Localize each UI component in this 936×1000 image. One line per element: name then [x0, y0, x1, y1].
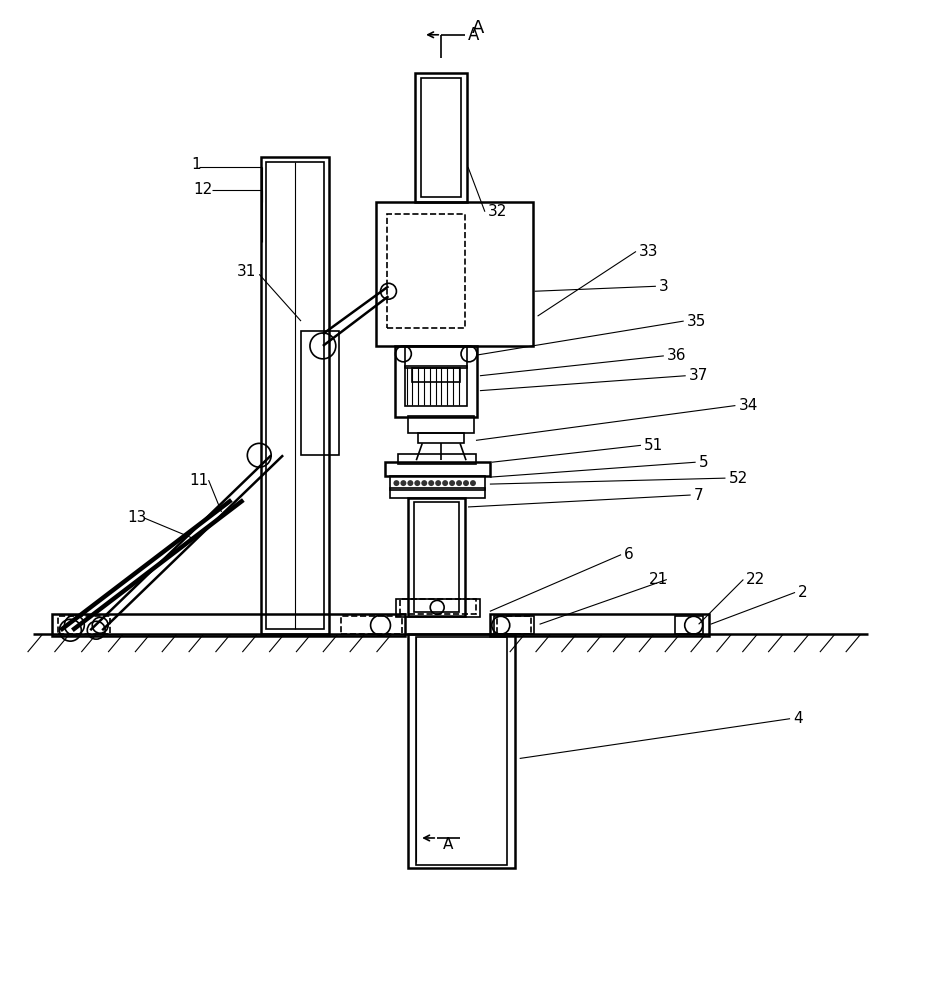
Text: 34: 34: [739, 398, 758, 413]
Bar: [395, 346, 477, 417]
Text: 6: 6: [624, 547, 634, 562]
Bar: [375, 202, 533, 346]
Bar: [386, 462, 490, 476]
Text: 37: 37: [689, 368, 708, 383]
Text: 1: 1: [192, 157, 201, 172]
Text: 11: 11: [190, 473, 209, 488]
Bar: [408, 498, 465, 616]
Text: 35: 35: [687, 314, 706, 329]
Bar: [497, 616, 531, 634]
Circle shape: [463, 480, 469, 486]
Text: 4: 4: [793, 711, 803, 726]
Bar: [58, 616, 110, 634]
Bar: [417, 637, 506, 865]
Bar: [416, 73, 467, 202]
Text: 21: 21: [649, 572, 668, 587]
Text: 2: 2: [798, 585, 808, 600]
Bar: [388, 214, 465, 328]
Circle shape: [449, 480, 455, 486]
Circle shape: [407, 480, 414, 486]
Circle shape: [470, 480, 475, 486]
Circle shape: [435, 480, 441, 486]
Circle shape: [401, 480, 406, 486]
Text: 12: 12: [194, 182, 212, 197]
Bar: [413, 368, 461, 382]
Bar: [390, 488, 485, 498]
Bar: [390, 476, 485, 490]
Bar: [401, 599, 475, 614]
Text: 22: 22: [746, 572, 766, 587]
Text: A: A: [468, 26, 479, 44]
Circle shape: [442, 480, 448, 486]
Text: 5: 5: [698, 455, 709, 470]
Bar: [52, 614, 405, 636]
Bar: [408, 634, 515, 868]
Circle shape: [393, 480, 400, 486]
Bar: [490, 614, 709, 636]
Circle shape: [429, 480, 434, 486]
Circle shape: [456, 480, 462, 486]
Bar: [415, 502, 459, 612]
Circle shape: [415, 480, 420, 486]
Bar: [408, 416, 474, 433]
Text: 51: 51: [644, 438, 664, 453]
Bar: [399, 454, 475, 464]
Bar: [421, 78, 461, 197]
Text: 36: 36: [666, 348, 686, 363]
Text: 7: 7: [694, 488, 703, 503]
Text: 33: 33: [639, 244, 659, 259]
Text: 52: 52: [728, 471, 748, 486]
Bar: [405, 366, 467, 406]
Text: 3: 3: [659, 279, 668, 294]
Circle shape: [421, 480, 427, 486]
Text: 31: 31: [237, 264, 256, 279]
Bar: [261, 157, 329, 634]
Bar: [397, 599, 480, 617]
Bar: [494, 616, 534, 634]
Text: A: A: [443, 837, 453, 852]
Bar: [341, 616, 402, 634]
Bar: [405, 346, 467, 368]
Bar: [675, 616, 703, 634]
Text: 13: 13: [127, 510, 146, 525]
Text: A: A: [472, 19, 484, 37]
Text: 32: 32: [488, 204, 507, 219]
Bar: [418, 433, 464, 443]
Bar: [301, 331, 339, 455]
Bar: [266, 162, 324, 629]
